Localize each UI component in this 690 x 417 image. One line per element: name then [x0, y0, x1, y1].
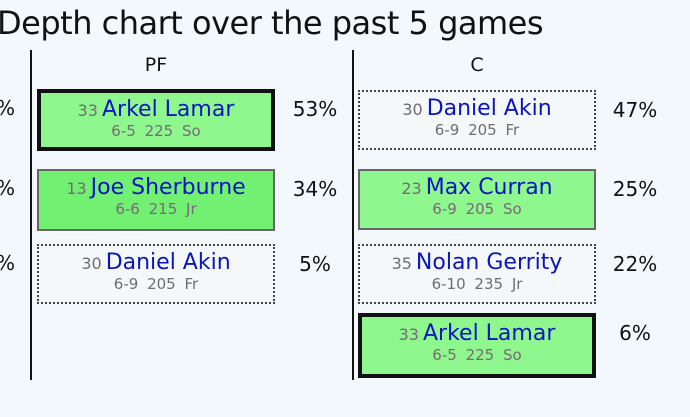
pct-partial: % [0, 176, 15, 200]
jersey-number: 13 [66, 179, 87, 198]
player-name[interactable]: Nolan Gerrity [415, 250, 563, 275]
jersey-number: 33 [77, 101, 98, 120]
player-stats: 6-9 205 So [432, 200, 522, 218]
minutes-pct: 34% [292, 177, 338, 201]
player-card[interactable]: 23 Max Curran 6-9 205 So [358, 169, 596, 230]
player-card[interactable]: 33 Arkel Lamar 6-5 225 So [358, 313, 596, 378]
minutes-pct: 25% [612, 177, 658, 201]
jersey-number: 30 [81, 254, 102, 273]
position-header: PF [144, 54, 168, 76]
jersey-number: 23 [401, 179, 422, 198]
player-stats: 6-10 235 Jr [431, 275, 523, 293]
player-name[interactable]: Joe Sherburne [90, 175, 246, 200]
jersey-number: 35 [391, 254, 412, 273]
player-name[interactable]: Arkel Lamar [101, 97, 235, 122]
player-card[interactable]: 30 Daniel Akin 6-9 205 Fr [358, 90, 596, 150]
player-name[interactable]: Max Curran [425, 175, 553, 200]
minutes-pct: 22% [612, 252, 658, 276]
player-name[interactable]: Daniel Akin [105, 250, 231, 275]
jersey-number: 30 [402, 100, 423, 119]
player-card[interactable]: 33 Arkel Lamar 6-5 225 So [37, 89, 275, 151]
position-header: C [470, 54, 484, 76]
jersey-number: 33 [398, 325, 419, 344]
player-stats: 6-9 205 Fr [113, 275, 199, 293]
player-name[interactable]: Daniel Akin [426, 96, 552, 121]
player-stats: 6-5 225 So [111, 122, 201, 140]
player-stats: 6-6 215 Jr [115, 200, 197, 218]
column-divider [352, 50, 354, 380]
player-stats: 6-5 225 So [432, 346, 522, 364]
player-card[interactable]: 13 Joe Sherburne 6-6 215 Jr [37, 169, 275, 231]
player-stats: 6-9 205 Fr [434, 121, 520, 139]
column-divider [30, 50, 32, 380]
pct-partial: % [0, 251, 15, 275]
minutes-pct: 6% [619, 321, 651, 345]
pct-partial: % [0, 96, 15, 120]
player-name[interactable]: Arkel Lamar [422, 321, 556, 346]
player-card[interactable]: 35 Nolan Gerrity 6-10 235 Jr [358, 244, 596, 304]
player-card[interactable]: 30 Daniel Akin 6-9 205 Fr [37, 244, 275, 304]
page-title: Depth chart over the past 5 games [0, 4, 544, 42]
minutes-pct: 5% [299, 252, 331, 276]
minutes-pct: 47% [612, 98, 658, 122]
minutes-pct: 53% [292, 97, 338, 121]
